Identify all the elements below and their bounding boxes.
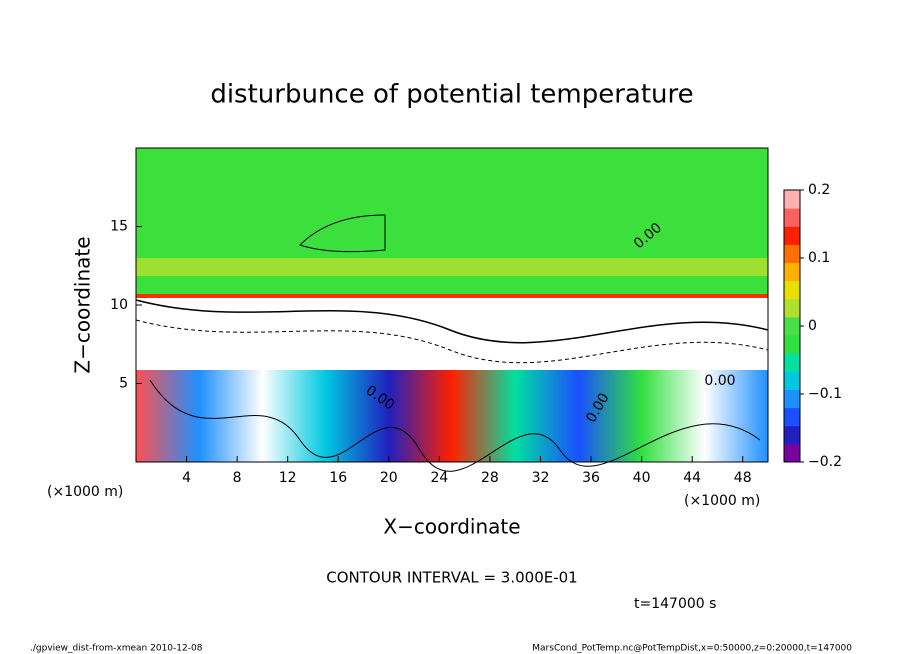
y-tick-label: 5: [119, 376, 128, 392]
colorbar-swatch: [784, 371, 800, 390]
x-tick-label: 24: [430, 470, 448, 486]
colorbar-swatch: [784, 335, 800, 354]
x-tick-label: 16: [329, 470, 347, 486]
colorbar-swatch: [784, 226, 800, 245]
y-axis-label: Z−coordinate: [71, 236, 95, 373]
colorbar: [784, 190, 800, 463]
colorbar-swatch: [784, 244, 800, 264]
contour-label: 0.00: [704, 373, 735, 389]
colorbar-swatch: [784, 316, 800, 336]
x-tick-label: 4: [182, 470, 191, 486]
colorbar-swatch: [784, 280, 800, 300]
x-tick-label: 32: [532, 470, 550, 486]
colorbar-tick-label: 0.1: [808, 250, 830, 266]
colorbar-swatch: [784, 298, 800, 318]
x-tick-label: 48: [734, 470, 752, 486]
time-label: t=147000 s: [634, 596, 716, 612]
footer-right: MarsCond_PotTemp.nc@PotTempDist,x=0:5000…: [532, 644, 852, 654]
colorbar-tick-label: 0: [808, 318, 817, 334]
x-tick-label: 36: [582, 470, 600, 486]
x-tick-label: 12: [279, 470, 297, 486]
colorbar-swatch: [784, 353, 800, 372]
colorbar-tick-label: −0.1: [808, 386, 842, 402]
colorbar-swatch: [784, 262, 800, 282]
x-axis-label: X−coordinate: [383, 515, 520, 539]
x-tick-label: 20: [380, 470, 398, 486]
field: [135, 148, 769, 472]
colorbar-swatch: [784, 407, 800, 427]
colorbar-tick-label: 0.2: [808, 182, 830, 198]
colorbar-swatch: [784, 208, 800, 227]
colorbar-swatch: [784, 389, 800, 409]
x-tick-label: 28: [481, 470, 499, 486]
x-tick-label: 8: [233, 470, 242, 486]
colorbar-swatch: [784, 443, 800, 463]
footer-left: ./gpview_dist-from-xmean 2010-12-08: [30, 644, 203, 654]
chart-title: disturbunce of potential temperature: [210, 80, 693, 110]
colorbar-swatch: [784, 190, 800, 209]
colorbar-swatch: [784, 425, 800, 445]
y-tick-label: 10: [110, 297, 128, 313]
x-tick-label: 40: [633, 470, 651, 486]
colorbar-tick-label: −0.2: [808, 454, 842, 470]
contour-interval: CONTOUR INTERVAL = 3.000E-01: [326, 569, 577, 587]
y-tick-label: 15: [110, 219, 128, 235]
x-unit: (×1000 m): [684, 493, 760, 509]
x-tick-label: 44: [683, 470, 701, 486]
y-unit: (×1000 m): [47, 484, 123, 500]
